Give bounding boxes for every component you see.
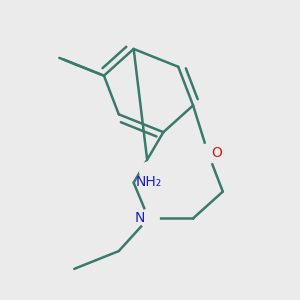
Text: NH₂: NH₂ bbox=[135, 175, 162, 189]
Text: N: N bbox=[135, 212, 145, 225]
Text: O: O bbox=[212, 146, 222, 160]
